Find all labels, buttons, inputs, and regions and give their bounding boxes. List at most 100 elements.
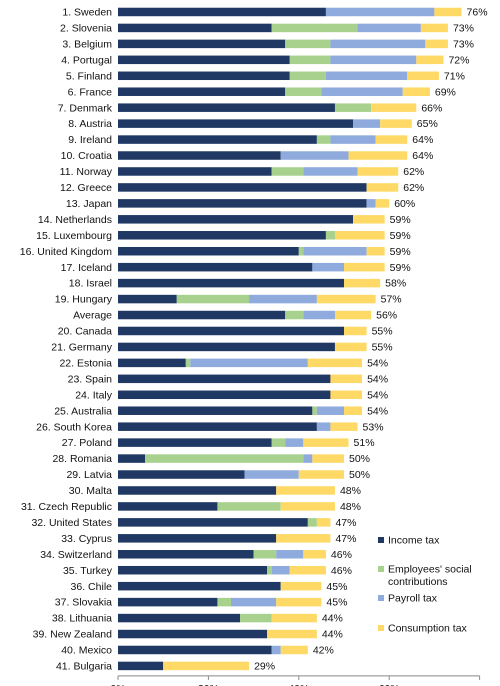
bar-segment-income-tax-30-malta	[118, 486, 277, 495]
bar-segment-consumption-tax-21-germany	[334, 342, 367, 352]
bar-segment-income-tax-3-belgium	[118, 39, 286, 49]
total-label-35-turkey: 46%	[331, 565, 352, 577]
category-label-15-luxembourg: 15. Luxembourg	[36, 230, 112, 242]
total-label-3-belgium: 73%	[453, 38, 474, 50]
bar-segment-income-tax-22-estonia	[118, 358, 186, 368]
x-tick-label-3: 60%	[379, 683, 400, 686]
bar-segment-payroll-tax-2-slovenia	[357, 23, 421, 33]
bar-segment-consumption-tax-16-united-kingdom	[366, 246, 385, 256]
total-label-6-france: 69%	[435, 86, 456, 98]
bar-segment-consumption-tax-22-estonia	[307, 358, 363, 368]
total-label-2-slovenia: 73%	[453, 23, 474, 35]
bar-segment-payroll-tax-27-poland	[285, 438, 304, 447]
total-label-5-finland: 71%	[444, 70, 465, 82]
bar-segment-consumption-tax-25-australia	[344, 406, 363, 415]
bar-segment-consumption-tax-40-mexico	[280, 645, 308, 655]
total-label-38-lithuania: 44%	[322, 613, 343, 625]
bar-segment-payroll-tax-4-portugal	[330, 55, 417, 65]
total-label-40-mexico: 42%	[313, 645, 334, 657]
bar-segment-consumption-tax-24-italy	[330, 390, 363, 400]
category-label-24-italy: 24. Italy	[75, 389, 113, 401]
total-label-13-japan: 60%	[394, 198, 415, 210]
bar-segment-income-tax-1-sweden	[118, 7, 326, 17]
bar-segment-consumption-tax-32-united-states	[316, 518, 331, 527]
total-label-21-germany: 55%	[372, 342, 393, 354]
bar-segment-employees-social-contributions-34-switzerland	[253, 550, 277, 559]
bar-segment-employees-social-contributions-32-united-states	[307, 518, 317, 527]
bar-segment-income-tax-11-norway	[118, 167, 272, 176]
bar-segment-employees-social-contributions-15-luxembourg	[325, 231, 335, 240]
bar-segment-payroll-tax-3-belgium	[330, 39, 426, 49]
bar-segment-income-tax-19-hungary	[118, 294, 177, 304]
total-label-36-chile: 45%	[326, 581, 347, 593]
bar-segment-consumption-tax-19-hungary	[316, 294, 376, 304]
bar-segment-income-tax-16-united-kingdom	[118, 246, 299, 256]
bar-segment-income-tax-17-iceland	[118, 262, 313, 272]
total-label-33-cyprus: 47%	[335, 533, 356, 545]
bar-segment-income-tax-18-israel	[118, 278, 344, 288]
bar-segment-employees-social-contributions-27-poland	[271, 438, 286, 447]
bar-segment-employees-social-contributions-28-romania	[145, 454, 304, 463]
bar-segment-employees-social-contributions-9-ireland	[316, 135, 331, 144]
bar-segment-income-tax-41-bulgaria	[118, 661, 164, 671]
bar-segment-income-tax-31-czech-republic	[118, 502, 218, 511]
legend-swatch-employees-social-contributions	[378, 566, 384, 572]
bar-segment-income-tax-average	[118, 310, 286, 320]
legend-swatch-income-tax	[378, 537, 384, 543]
bar-segment-consumption-tax-5-finland	[407, 71, 439, 81]
bar-segment-payroll-tax-11-norway	[303, 167, 358, 176]
bar-segment-income-tax-35-turkey	[118, 565, 268, 575]
bar-segment-employees-social-contributions-38-lithuania	[240, 613, 272, 623]
category-label-31-czech-republic: 31. Czech Republic	[21, 501, 112, 513]
total-label-15-luxembourg: 59%	[390, 230, 411, 242]
bar-segment-income-tax-24-italy	[118, 390, 331, 400]
category-label-38-lithuania: 38. Lithuania	[52, 613, 112, 625]
total-label-26-south-korea: 53%	[363, 421, 384, 433]
bar-segment-payroll-tax-25-australia	[316, 406, 344, 415]
bar-segment-income-tax-15-luxembourg	[118, 231, 326, 240]
bar-segment-income-tax-33-cyprus	[118, 534, 277, 543]
total-label-19-hungary: 57%	[381, 294, 402, 306]
bar-segment-payroll-tax-28-romania	[303, 454, 313, 463]
bar-segment-employees-social-contributions-7-denmark	[334, 103, 372, 112]
category-label-30-malta: 30. Malta	[69, 485, 112, 497]
bar-segment-income-tax-36-chile	[118, 581, 281, 591]
category-label-20-canada: 20. Canada	[58, 326, 112, 338]
bar-segment-employees-social-contributions-25-australia	[312, 406, 317, 415]
bar-segment-income-tax-14-netherlands	[118, 215, 354, 224]
bar-segment-income-tax-25-australia	[118, 406, 313, 415]
bar-segment-consumption-tax-14-netherlands	[353, 215, 385, 224]
legend-label-consumption-tax: Consumption tax	[388, 623, 468, 635]
bar-segment-consumption-tax-15-luxembourg	[334, 231, 385, 240]
category-label-5-finland: 5. Finland	[66, 70, 112, 82]
bar-segment-consumption-tax-23-spain	[330, 374, 363, 384]
bar-segment-consumption-tax-11-norway	[357, 167, 399, 176]
legend-swatch-consumption-tax	[378, 625, 384, 631]
total-label-37-slovakia: 45%	[326, 597, 347, 609]
bar-segment-consumption-tax-1-sweden	[434, 7, 462, 17]
bar-segment-payroll-tax-5-finland	[325, 71, 408, 81]
bar-segment-payroll-tax-6-france	[321, 87, 403, 96]
bar-segment-consumption-tax-31-czech-republic	[280, 502, 335, 511]
total-label-7-denmark: 66%	[421, 102, 442, 114]
total-label-10-croatia: 64%	[412, 150, 433, 162]
total-label-17-iceland: 59%	[390, 262, 411, 274]
bar-segment-consumption-tax-8-austria	[380, 119, 412, 128]
category-label-28-romania: 28. Romania	[52, 453, 112, 465]
bar-segment-income-tax-13-japan	[118, 199, 367, 208]
bar-segment-employees-social-contributions-2-slovenia	[271, 23, 358, 33]
bar-segment-payroll-tax-40-mexico	[271, 645, 281, 655]
bar-segment-employees-social-contributions-11-norway	[271, 167, 304, 176]
bar-segment-payroll-tax-16-united-kingdom	[303, 246, 367, 256]
bar-segment-payroll-tax-9-ireland	[330, 135, 376, 144]
bar-segment-income-tax-29-latvia	[118, 470, 245, 479]
bar-segment-income-tax-27-poland	[118, 438, 272, 447]
bar-segment-consumption-tax-12-greece	[366, 183, 399, 192]
category-label-36-chile: 36. Chile	[71, 581, 113, 593]
bar-segment-employees-social-contributions-3-belgium	[285, 39, 331, 49]
category-label-2-slovenia: 2. Slovenia	[60, 23, 112, 35]
total-label-41-bulgaria: 29%	[254, 661, 275, 673]
category-label-41-bulgaria: 41. Bulgaria	[56, 661, 112, 673]
bar-segment-income-tax-9-ireland	[118, 135, 317, 144]
